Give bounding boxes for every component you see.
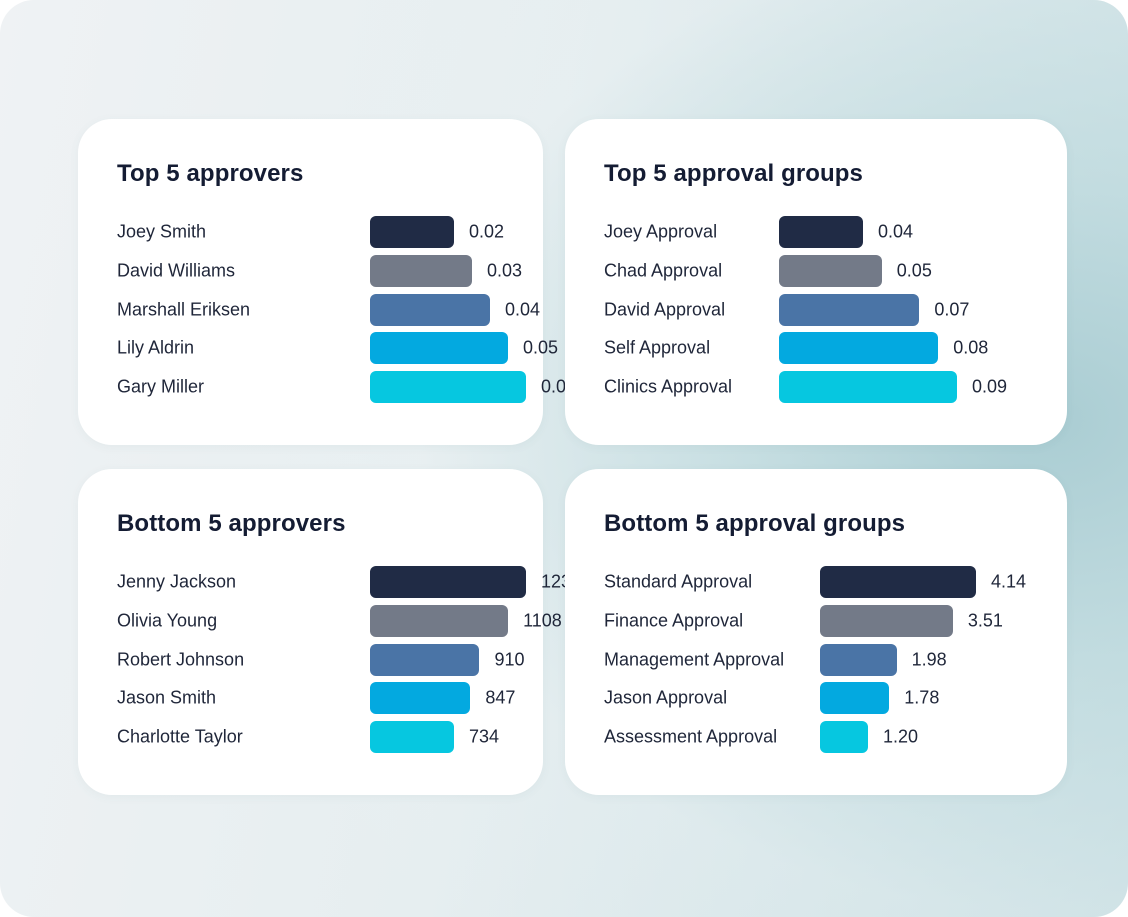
chart-title: Bottom 5 approvers — [117, 510, 346, 537]
bar — [370, 293, 490, 326]
value-label: 0.04 — [505, 299, 541, 320]
bar — [820, 605, 953, 638]
category-label: David Williams — [117, 260, 236, 281]
category-label: Jenny Jackson — [117, 571, 237, 592]
value-label: 1.98 — [911, 649, 947, 670]
bar — [820, 682, 890, 715]
chart-title: Bottom 5 approval groups — [604, 510, 906, 537]
bar — [370, 721, 454, 754]
category-label: Lily Aldrin — [117, 337, 195, 358]
value-label: 910 — [494, 649, 525, 670]
bar — [779, 371, 957, 404]
chart-title: Top 5 approvers — [117, 160, 304, 187]
bar — [820, 566, 976, 599]
chart-card-top-approval-groups: Top 5 approval groups Joey Approval 0.04 C… — [565, 119, 1067, 445]
bar — [779, 255, 882, 288]
bar — [370, 566, 526, 599]
bar — [370, 643, 480, 676]
category-label: Gary Miller — [117, 376, 205, 397]
category-label: Management Approval — [604, 649, 785, 670]
value-label: 3.51 — [967, 610, 1003, 631]
value-label: 0.05 — [523, 337, 559, 358]
bar — [779, 293, 920, 326]
chart-title: Top 5 approval groups — [604, 160, 864, 187]
bar — [370, 371, 526, 404]
chart-card-bottom-approval-groups: Bottom 5 approval groups Standard Approv… — [565, 469, 1067, 795]
category-label: Robert Johnson — [117, 649, 245, 670]
category-label: Finance Approval — [604, 610, 744, 631]
bar — [370, 216, 454, 249]
category-label: Olivia Young — [117, 610, 218, 631]
value-label: 0.09 — [972, 376, 1008, 397]
value-label: 1.78 — [904, 687, 940, 708]
category-label: Standard Approval — [604, 571, 753, 592]
category-label: Jason Smith — [117, 687, 217, 708]
category-label: Chad Approval — [604, 260, 723, 281]
value-label: 0.04 — [878, 221, 914, 242]
bar — [370, 255, 472, 288]
bar — [370, 605, 509, 638]
value-label: 4.14 — [991, 571, 1027, 592]
value-label: 1108 — [523, 610, 562, 631]
bar — [370, 682, 471, 715]
value-label: 0.08 — [953, 337, 989, 358]
chart-card-bottom-approvers: Bottom 5 approvers Jenny Jackson 1232 Oliv… — [78, 469, 581, 795]
bar — [820, 643, 897, 676]
bar — [370, 332, 508, 365]
category-label: David Approval — [604, 299, 726, 320]
category-label: Self Approval — [604, 337, 711, 358]
bar — [820, 721, 868, 754]
category-label: Charlotte Taylor — [117, 726, 243, 747]
category-label: Marshall Eriksen — [117, 299, 251, 320]
category-label: Jason Approval — [604, 687, 728, 708]
bar — [779, 332, 939, 365]
value-label: 0.07 — [934, 299, 970, 320]
value-label: 0.05 — [896, 260, 932, 281]
category-label: Clinics Approval — [604, 376, 733, 397]
value-label: 0.02 — [469, 221, 505, 242]
category-label: Joey Approval — [604, 221, 718, 242]
value-label: 0.03 — [487, 260, 523, 281]
category-label: Assessment Approval — [604, 726, 778, 747]
value-label: 847 — [485, 687, 516, 708]
value-label: 1.20 — [883, 726, 919, 747]
bar — [779, 216, 863, 249]
chart-card-top-approvers: Top 5 approvers Joey Smith 0.02 David Will… — [78, 119, 576, 445]
value-label: 734 — [469, 726, 500, 747]
category-label: Joey Smith — [117, 221, 207, 242]
